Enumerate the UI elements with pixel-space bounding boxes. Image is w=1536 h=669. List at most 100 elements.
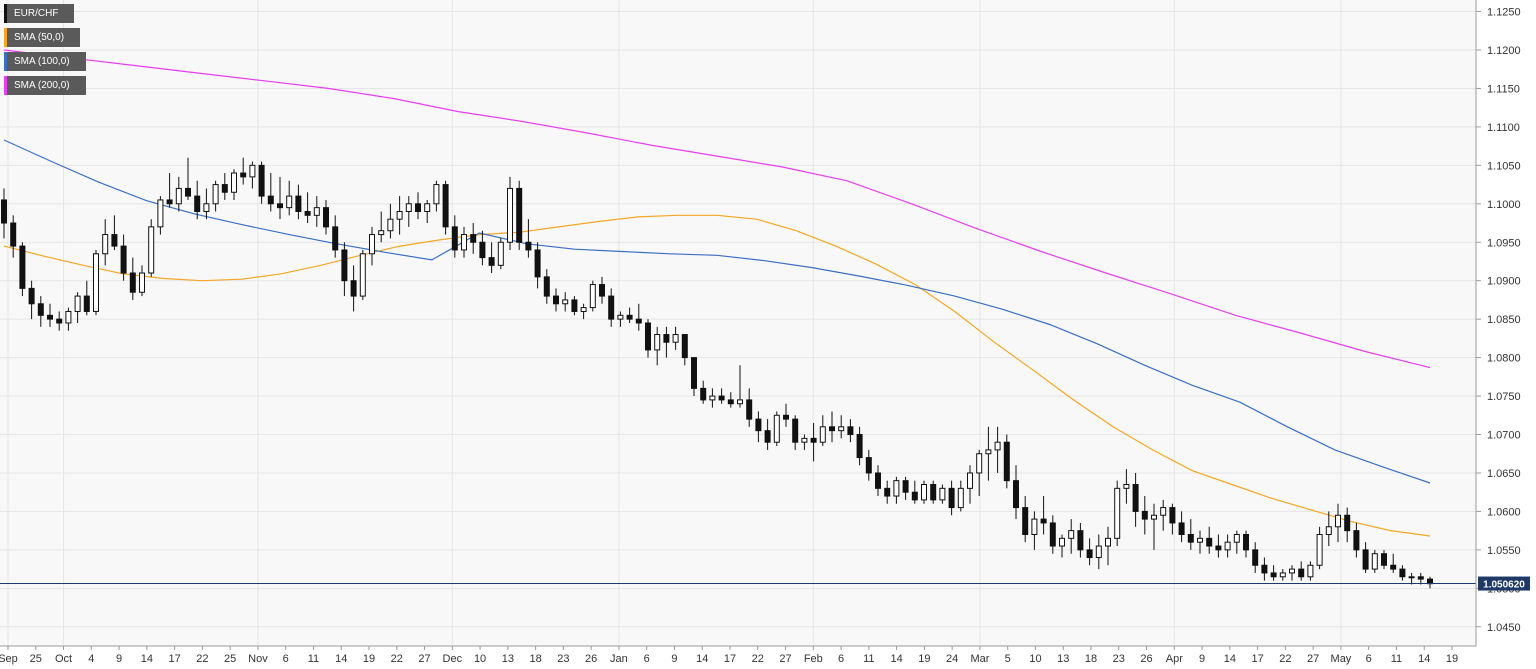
candle-body-up [957, 487, 964, 509]
candle-body-up [1197, 537, 1203, 543]
candle [65, 307, 72, 331]
candle-body-down [185, 187, 191, 197]
candle-body-down [56, 318, 63, 324]
candle [589, 280, 596, 312]
x-tick-label: 11 [863, 653, 874, 665]
candle [249, 161, 256, 189]
candle-body-up [433, 184, 440, 205]
legend-swatch [4, 4, 7, 23]
candle-body-down [681, 334, 688, 359]
x-tick-label: 25 [30, 653, 42, 665]
candle [543, 269, 550, 304]
candle [948, 480, 955, 516]
candle [654, 326, 661, 366]
candle-body-down [1003, 441, 1010, 482]
candle [1160, 499, 1167, 531]
x-tick-label: 22 [1279, 653, 1291, 665]
candle [1095, 534, 1102, 570]
candle-body-down [304, 210, 311, 216]
candle-body-up [102, 234, 109, 255]
candle-body-down [1187, 533, 1194, 543]
candle-body-up [369, 234, 375, 255]
candle [332, 215, 339, 258]
candle [1243, 530, 1249, 558]
legend-item-eurchf[interactable]: EUR/CHF [4, 4, 74, 23]
x-tick-label: 19 [1446, 653, 1458, 665]
candle [1390, 553, 1397, 573]
candle [617, 311, 624, 327]
x-tick-label: 4 [88, 653, 94, 665]
current-price-label: 1.050620 [1483, 580, 1525, 591]
candle [166, 173, 173, 208]
candle-body-down [470, 234, 477, 243]
candle-body-down [120, 245, 127, 274]
candle-body-up [1307, 564, 1314, 578]
y-tick-label: 1.1250 [1487, 7, 1521, 19]
candle [470, 223, 477, 254]
candle [350, 265, 357, 312]
candle-body-down [19, 245, 26, 289]
current-price-badge: 1.050620 [1478, 576, 1530, 591]
x-tick-label: 10 [474, 653, 486, 665]
candle-body-down [755, 418, 762, 432]
candle-body-up [1408, 576, 1415, 579]
x-tick-label: 22 [391, 653, 403, 665]
candle-body-up [405, 203, 412, 212]
candle-body-up [1325, 526, 1332, 535]
candle [387, 203, 394, 239]
candle-body-down [608, 295, 615, 320]
legend-swatch [4, 76, 7, 95]
x-tick-label: 14 [141, 653, 153, 665]
candle [718, 388, 725, 404]
candle [875, 465, 881, 497]
candle-body-down [1077, 530, 1084, 551]
y-tick-label: 1.0900 [1487, 276, 1521, 288]
candle-body-up [1160, 507, 1167, 516]
candle [865, 449, 872, 481]
candle [801, 434, 808, 450]
candle-body-down [516, 187, 523, 243]
candle-body-down [884, 487, 891, 497]
legend-item-sma-200[interactable]: SMA (200,0) [4, 76, 86, 95]
candle-body-up [313, 207, 320, 216]
candle [1169, 503, 1176, 535]
x-tick-label: 17 [724, 653, 736, 665]
candle-body-down [543, 276, 550, 297]
candle-body-up [1224, 541, 1231, 551]
y-tick-label: 1.1000 [1487, 199, 1521, 211]
candle-body-up [994, 441, 1001, 451]
candles [1, 157, 1433, 589]
candle-body-down [948, 487, 955, 509]
x-tick-label: Feb [804, 653, 823, 665]
candle [819, 415, 826, 447]
candle-body-down [240, 172, 247, 178]
candle-body-up [507, 187, 513, 243]
candle [1022, 496, 1029, 543]
candle [1123, 469, 1130, 504]
candle-body-up [203, 203, 210, 212]
candle-body-down [746, 399, 753, 420]
legend-item-sma-100[interactable]: SMA (100,0) [4, 52, 86, 71]
x-tick-label: 18 [1085, 653, 1097, 665]
candle-body-up [1068, 530, 1075, 539]
candle [967, 465, 973, 504]
candle [129, 257, 136, 300]
candle-body-up [74, 295, 81, 312]
candle-body-up [1233, 533, 1240, 543]
candle-body-down [47, 314, 53, 320]
candle-body-down [1, 199, 7, 224]
candle-body-down [1427, 578, 1433, 585]
candle-body-up [1289, 568, 1295, 574]
y-tick-label: 1.1050 [1487, 160, 1521, 172]
candle-body-down [663, 334, 670, 343]
candle [341, 242, 348, 297]
y-tick-label: 1.0800 [1487, 353, 1521, 365]
legend-item-sma-50[interactable]: SMA (50,0) [4, 28, 80, 47]
candle [1206, 526, 1213, 554]
candle-body-up [709, 395, 716, 401]
candle-body-down [1178, 522, 1185, 535]
x-tick-label: Jan [610, 653, 628, 665]
candle [856, 426, 863, 466]
x-tick-label: May [1331, 653, 1352, 665]
